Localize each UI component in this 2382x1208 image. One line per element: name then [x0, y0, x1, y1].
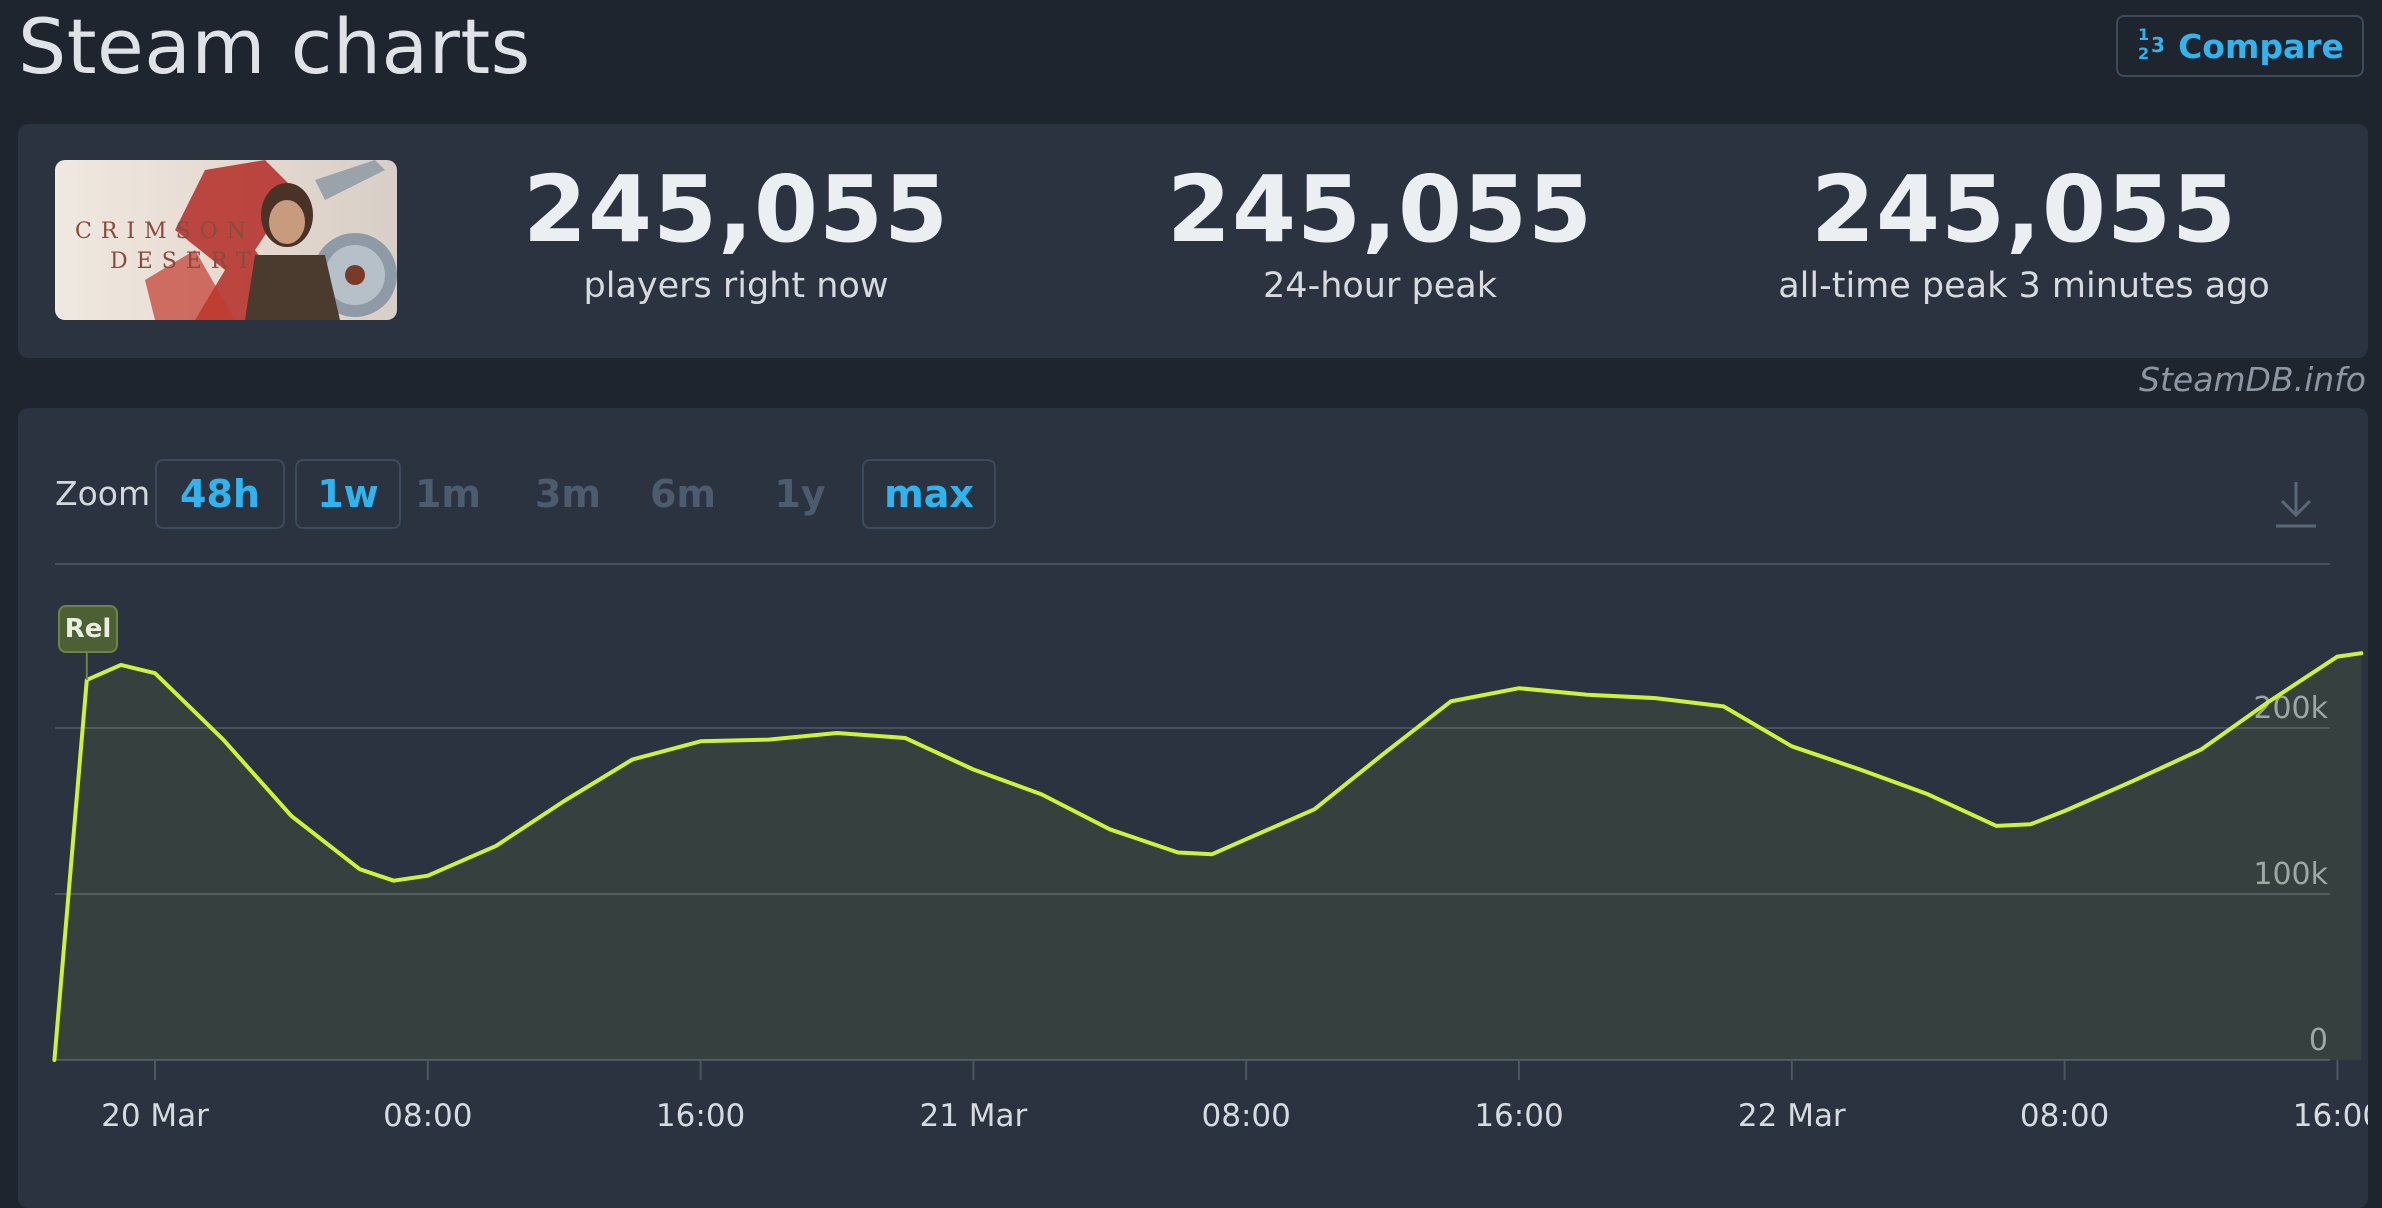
x-tick-label: 16:00	[1474, 1098, 1563, 1134]
x-tick-label: 08:00	[2020, 1098, 2109, 1134]
stat-current-label: players right now	[583, 266, 889, 306]
chart-panel: Zoom 48h 1w 1m 3m 6m 1y max 200k 100k 0 20 …	[18, 408, 2368, 1208]
zoom-max-button[interactable]: max	[862, 459, 996, 529]
y-tick-label: 200k	[2253, 691, 2328, 726]
zoom-6m-button[interactable]: 6m	[649, 472, 717, 516]
x-tick-label: 16:00	[656, 1098, 745, 1134]
x-tick-label: 08:00	[383, 1098, 472, 1134]
y-tick-label: 100k	[2253, 857, 2328, 892]
page-title: Steam charts	[18, 2, 531, 91]
zoom-3m-button[interactable]: 3m	[534, 472, 602, 516]
x-tick-label: 16:00	[2293, 1098, 2368, 1134]
player-count-chart: 200k 100k 0 20 Mar 08:00 16:00 21 Mar 08:00 16:0…	[52, 563, 2368, 1134]
stat-alltime-peak-label: all-time peak 3 minutes ago	[1778, 266, 2270, 306]
thumb-title-line2: DESERT	[110, 249, 260, 274]
release-badge[interactable]: Rel	[58, 605, 118, 653]
x-tick-label: 22 Mar	[1738, 1098, 1846, 1134]
stat-alltime-peak-value: 245,055	[1810, 156, 2238, 263]
game-thumbnail[interactable]: CRIMSON DESERT	[55, 160, 397, 320]
x-tick-label: 20 Mar	[101, 1098, 209, 1134]
stat-24h-peak-value: 245,055	[1166, 156, 1594, 263]
svg-text:2: 2	[2138, 44, 2149, 62]
series-area	[54, 653, 2362, 1060]
stat-current-value: 245,055	[522, 156, 950, 263]
zoom-1m-button[interactable]: 1m	[414, 472, 482, 516]
zoom-label: Zoom	[55, 474, 151, 513]
zoom-1y-button[interactable]: 1y	[774, 472, 826, 516]
compare-label: Compare	[2178, 26, 2344, 66]
svg-text:1: 1	[2138, 26, 2149, 44]
download-icon[interactable]	[2273, 478, 2319, 530]
compare-numbers-icon: 1 2 3	[2136, 25, 2166, 66]
stat-current: 245,055 players right now	[436, 156, 1036, 307]
thumb-title-line1: CRIMSON	[75, 219, 255, 244]
svg-text:3: 3	[2151, 33, 2165, 57]
x-tick-label: 21 Mar	[920, 1098, 1028, 1134]
steamdb-watermark[interactable]: SteamDB.info	[2139, 360, 2366, 399]
stats-panel: CRIMSON DESERT 245,055 players right now…	[18, 124, 2368, 358]
zoom-1w-button[interactable]: 1w	[295, 459, 401, 529]
series-line[interactable]	[52, 651, 2364, 1062]
stat-alltime-peak: 245,055 all-time peak 3 minutes ago	[1724, 156, 2324, 307]
compare-button[interactable]: 1 2 3 Compare	[2116, 15, 2364, 77]
x-tick-label: 08:00	[1202, 1098, 1291, 1134]
zoom-48h-button[interactable]: 48h	[155, 459, 285, 529]
stat-24h-peak: 245,055 24-hour peak	[1080, 156, 1680, 307]
y-tick-label: 0	[2309, 1023, 2328, 1058]
stat-24h-peak-label: 24-hour peak	[1263, 266, 1497, 306]
